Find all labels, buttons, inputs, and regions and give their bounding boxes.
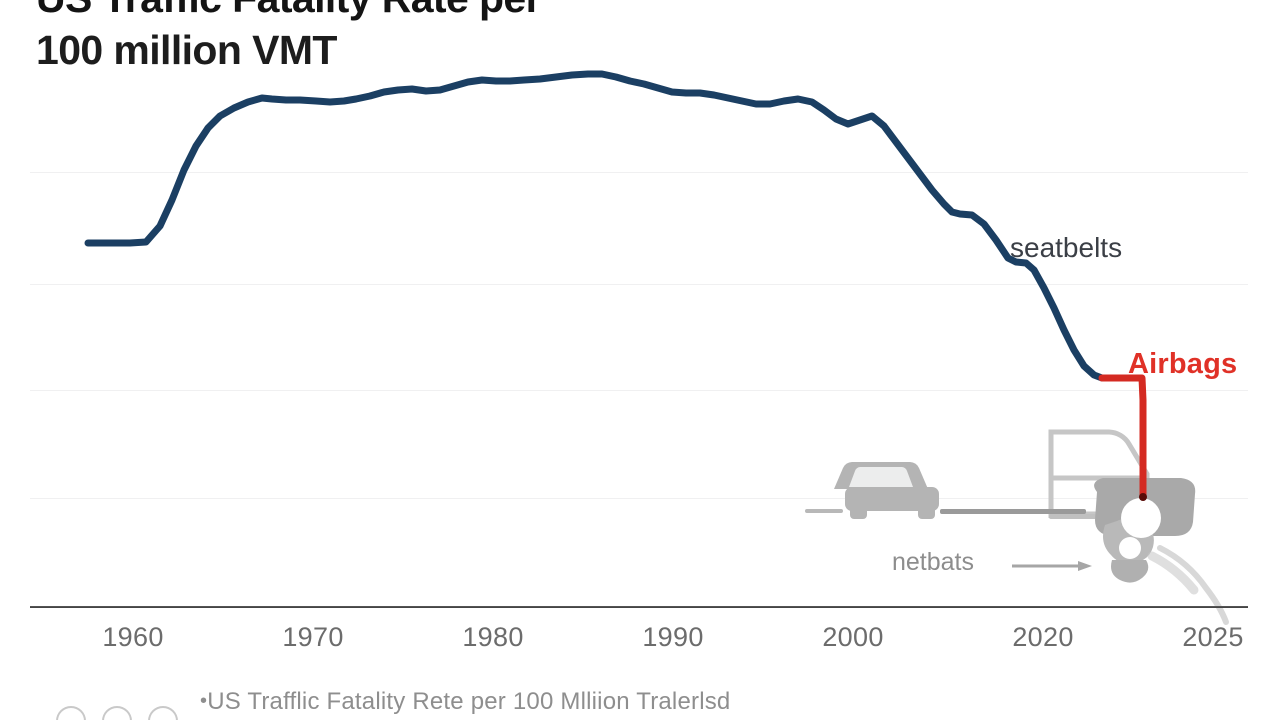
road-bar-right [940, 509, 1086, 514]
page-title: US Traffic Fatality Rate per 100 million… [36, 0, 796, 77]
xtick-1980: 1980 [462, 622, 524, 652]
footnote-text: US Trafflic Fatality Rete per 100 Mlliio… [207, 688, 731, 715]
xtick-1960: 1960 [102, 622, 164, 652]
crash-figure-icon [1094, 478, 1229, 625]
xtick-2000: 2000 [822, 622, 884, 652]
gridline-3 [30, 390, 1248, 391]
annotation-netbats: netbats [892, 548, 975, 576]
gridline-4 [30, 498, 1248, 499]
fatality-rate-line-red [1098, 374, 1147, 501]
airbags-endpoint-marker [1139, 493, 1147, 501]
fatality-rate-line-blue [84, 70, 1106, 382]
road-dash-left [805, 509, 843, 513]
xtick-1990: 1990 [642, 622, 704, 652]
gridline-1 [30, 172, 1248, 173]
xtick-2020: 2020 [1012, 622, 1074, 652]
gridline-2 [30, 284, 1248, 285]
annotation-seatbelts: seatbelts [1010, 232, 1123, 263]
arrow-right-icon [1012, 561, 1092, 571]
x-axis-line [30, 606, 1248, 608]
annotation-airbags: Airbags [1128, 348, 1238, 380]
xtick-2025: 2025 [1182, 622, 1244, 652]
footnote: •US Trafflic Fatality Rete per 100 Mllii… [200, 688, 731, 716]
footnote-bullet: • [200, 690, 208, 712]
car-icon [834, 462, 939, 519]
title-line-2: 100 million VMT [36, 27, 337, 74]
xtick-1970: 1970 [282, 622, 344, 652]
title-line-1: US Traffic Fatality Rate per [36, 0, 796, 24]
